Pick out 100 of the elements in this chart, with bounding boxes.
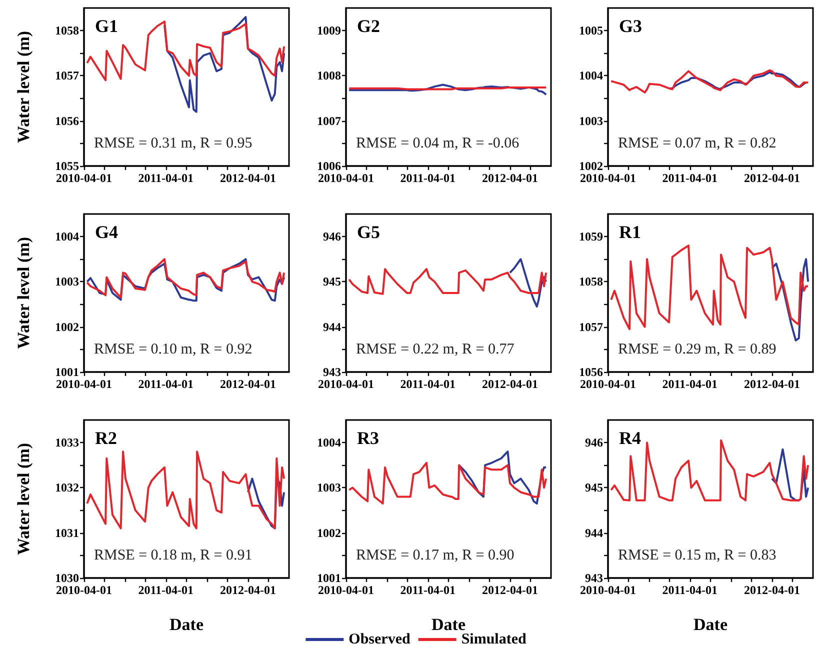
x-tick-label: 2012-04-01 xyxy=(220,377,276,391)
x-tick-label: 2010-04-01 xyxy=(580,171,636,185)
legend-label: Observed xyxy=(348,632,411,648)
x-tick-label: 2012-04-01 xyxy=(744,377,800,391)
line-series xyxy=(246,478,286,530)
text: G4 xyxy=(95,222,118,242)
x-tick-label: 2012-04-01 xyxy=(220,171,276,185)
x-tick-label: 2010-04-01 xyxy=(56,377,112,391)
line-series xyxy=(610,69,810,94)
y-tick-label: 1031 xyxy=(55,526,79,540)
x-tick-label: 2012-04-01 xyxy=(482,583,538,597)
y-tick-label: 1003 xyxy=(55,274,79,289)
y-tick-label: 1002 xyxy=(317,526,341,540)
annotation: RMSE = 0.15 m, R = 0.83 xyxy=(618,548,776,564)
y-axis-title: Water level (m) xyxy=(14,236,33,350)
y-tick-label: 1002 xyxy=(55,320,79,334)
y-tick-label: 1007 xyxy=(317,114,341,128)
x-tick-label: 2012-04-01 xyxy=(482,171,538,185)
x-tick-label: 2011-04-01 xyxy=(662,171,718,185)
x-tick-label: 2011-04-01 xyxy=(400,171,456,185)
y-tick-label: 1056 xyxy=(579,365,603,379)
y-tick-label: 945 xyxy=(585,480,603,495)
line-series xyxy=(610,244,810,330)
legend-label: Simulated xyxy=(461,632,527,648)
line-series xyxy=(86,450,286,530)
y-tick-label: 1005 xyxy=(579,24,603,38)
x-tick-label: 2012-04-01 xyxy=(220,583,276,597)
y-tick-label: 1055 xyxy=(55,159,79,173)
x-tick-label: 2012-04-01 xyxy=(482,377,538,391)
y-tick-label: 1057 xyxy=(579,320,603,334)
x-tick-label: 2010-04-01 xyxy=(318,583,374,597)
y-tick-label: 1004 xyxy=(55,230,79,244)
annotation: RMSE = 0.29 m, R = 0.89 xyxy=(618,342,776,358)
x-tick-label: 2012-04-01 xyxy=(744,583,800,597)
x-tick-label: 2010-04-01 xyxy=(580,583,636,597)
y-tick-label: 1001 xyxy=(317,571,341,585)
x-axis-title: Date xyxy=(694,615,728,634)
x-axis-title: Date xyxy=(170,615,204,634)
x-tick-label: 2010-04-01 xyxy=(56,171,112,185)
x-tick-label: 2012-04-01 xyxy=(744,171,800,185)
line-series xyxy=(164,16,286,113)
x-tick-label: 2010-04-01 xyxy=(318,377,374,391)
y-tick-label: 945 xyxy=(323,274,341,289)
line-series xyxy=(348,268,548,295)
annotation: RMSE = 0.31 m, R = 0.95 xyxy=(94,136,252,152)
text: G3 xyxy=(619,16,642,36)
line-series xyxy=(770,448,810,502)
text: G5 xyxy=(357,222,380,242)
text: R4 xyxy=(619,428,641,448)
y-tick-label: 943 xyxy=(323,365,341,379)
y-tick-label: 1006 xyxy=(317,159,341,173)
y-tick-label: 1009 xyxy=(317,24,341,38)
x-tick-label: 2010-04-01 xyxy=(318,171,374,185)
annotation: RMSE = 0.07 m, R = 0.82 xyxy=(618,136,776,152)
y-tick-label: 1004 xyxy=(317,436,341,450)
y-tick-label: 1004 xyxy=(579,68,603,83)
y-tick-label: 1030 xyxy=(55,571,79,585)
x-tick-label: 2011-04-01 xyxy=(138,377,194,391)
y-tick-label: 1057 xyxy=(55,68,79,83)
y-axis-title: Water level (m) xyxy=(14,442,33,556)
y-tick-label: 946 xyxy=(585,436,603,450)
x-tick-label: 2011-04-01 xyxy=(138,171,194,185)
x-axis-title: Date xyxy=(432,615,466,634)
x-tick-label: 2011-04-01 xyxy=(400,377,456,391)
y-tick-label: 1032 xyxy=(55,480,79,495)
y-tick-label: 1058 xyxy=(55,24,79,38)
line-series xyxy=(348,462,548,505)
line-series xyxy=(86,20,286,82)
y-tick-label: 1056 xyxy=(55,114,79,128)
y-tick-label: 1003 xyxy=(579,114,603,128)
y-tick-label: 1059 xyxy=(579,230,603,244)
x-tick-label: 2010-04-01 xyxy=(56,583,112,597)
y-axis-title: Water level (m) xyxy=(14,30,33,144)
y-tick-label: 1003 xyxy=(317,480,341,495)
text: R1 xyxy=(619,222,641,242)
text: R3 xyxy=(357,428,379,448)
annotation: RMSE = 0.10 m, R = 0.92 xyxy=(94,342,252,358)
y-tick-label: 1033 xyxy=(55,436,79,450)
annotation: RMSE = 0.22 m, R = 0.77 xyxy=(356,342,515,358)
y-tick-label: 1008 xyxy=(317,68,341,83)
text: G1 xyxy=(95,16,118,36)
x-tick-label: 2011-04-01 xyxy=(400,583,456,597)
y-tick-label: 1002 xyxy=(579,159,603,173)
line-series xyxy=(508,258,548,308)
annotation: RMSE = 0.17 m, R = 0.90 xyxy=(356,548,514,564)
text: G2 xyxy=(357,16,380,36)
y-tick-label: 1058 xyxy=(579,274,603,289)
annotation: RMSE = 0.18 m, R = 0.91 xyxy=(94,548,252,564)
y-tick-label: 944 xyxy=(585,526,603,540)
x-tick-label: 2011-04-01 xyxy=(662,583,718,597)
line-series xyxy=(458,450,548,505)
x-tick-label: 2010-04-01 xyxy=(580,377,636,391)
y-tick-label: 946 xyxy=(323,230,341,244)
y-tick-label: 944 xyxy=(323,320,341,334)
y-tick-label: 1001 xyxy=(55,365,79,379)
y-tick-label: 943 xyxy=(585,571,603,585)
x-tick-label: 2011-04-01 xyxy=(662,377,718,391)
text: R2 xyxy=(95,428,117,448)
annotation: RMSE = 0.04 m, R = -0.06 xyxy=(356,136,520,152)
x-tick-label: 2011-04-01 xyxy=(138,583,194,597)
